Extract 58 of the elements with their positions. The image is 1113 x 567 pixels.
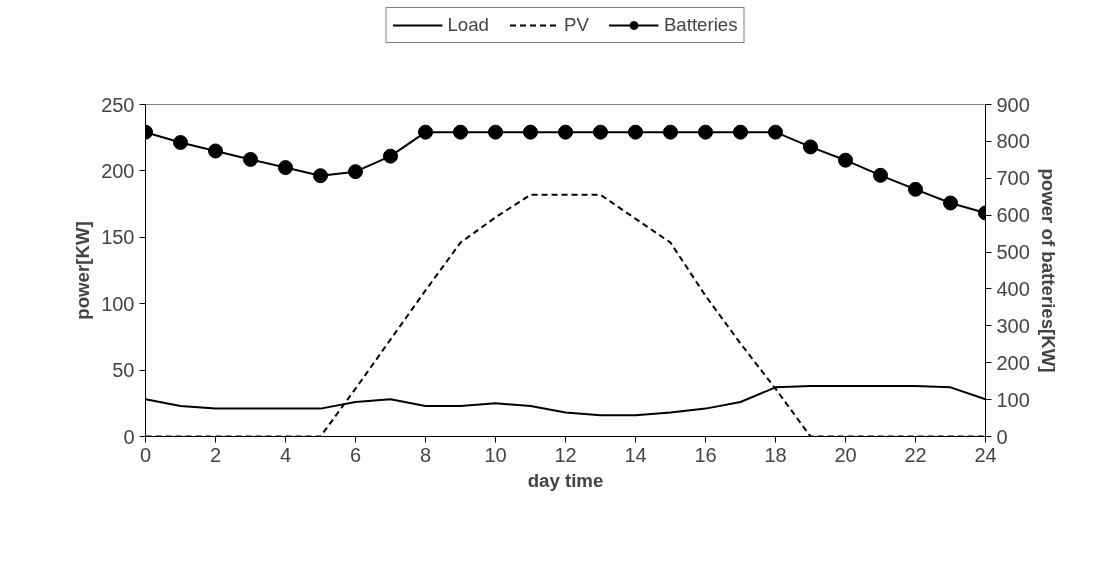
y2-tick-label: 700 — [996, 167, 1030, 190]
x-tick-label: 12 — [554, 443, 577, 466]
x-tick-label: 24 — [974, 443, 997, 466]
point — [873, 167, 888, 183]
y2-tick-label: 800 — [996, 130, 1030, 153]
x-tick-label: 10 — [484, 443, 507, 466]
legend-label: PV — [564, 14, 589, 36]
point — [663, 124, 678, 140]
x-tick-label: 14 — [624, 443, 647, 466]
point — [453, 124, 468, 140]
point — [733, 124, 748, 140]
point — [628, 124, 643, 140]
x-tick-label: 8 — [419, 443, 432, 466]
x-tick-label: 6 — [349, 443, 362, 466]
point — [488, 124, 503, 140]
x-tick-label: 18 — [764, 443, 787, 466]
point — [348, 164, 363, 180]
legend-label: Load — [447, 14, 489, 36]
y-tick-label: 250 — [101, 93, 135, 116]
point — [383, 148, 398, 164]
y2-tick-label: 0 — [996, 425, 1008, 448]
y2-tick-label: 400 — [996, 277, 1030, 300]
y-axis-title: power[KW] — [72, 221, 94, 320]
point — [173, 135, 188, 150]
x-tick-label: 22 — [904, 443, 927, 466]
point — [803, 139, 818, 155]
point — [523, 124, 538, 140]
x-tick-label: 20 — [834, 443, 857, 466]
point — [418, 124, 433, 140]
x-axis-title: day time — [527, 469, 604, 491]
x-tick-label: 4 — [279, 443, 292, 466]
y2-tick-label: 300 — [996, 314, 1030, 337]
y2-tick-label: 500 — [996, 241, 1030, 264]
point — [278, 160, 293, 176]
point — [593, 124, 608, 140]
y-tick-label: 100 — [101, 292, 135, 315]
x-tick-label: 16 — [694, 443, 717, 466]
y2-tick-label: 100 — [996, 388, 1030, 411]
y2-tick-label: 200 — [996, 351, 1030, 374]
point — [768, 124, 783, 140]
point — [208, 143, 223, 159]
x-tick-label: 2 — [209, 443, 222, 466]
point — [558, 124, 573, 140]
y-tick-label: 150 — [101, 226, 135, 249]
y2-tick-label: 900 — [996, 93, 1030, 116]
point — [838, 152, 853, 168]
point — [698, 124, 713, 140]
point — [943, 195, 958, 211]
point — [908, 181, 923, 197]
y2-tick-label: 600 — [996, 204, 1030, 227]
y-tick-label: 0 — [123, 425, 135, 448]
y-tick-label: 50 — [112, 359, 135, 382]
point — [313, 168, 328, 184]
x-tick-label: 0 — [139, 443, 152, 466]
legend-label: Batteries — [663, 14, 738, 36]
point — [243, 151, 258, 167]
y2-axis-title: power of batteries[KW] — [1037, 168, 1059, 373]
y-tick-label: 200 — [101, 159, 135, 182]
